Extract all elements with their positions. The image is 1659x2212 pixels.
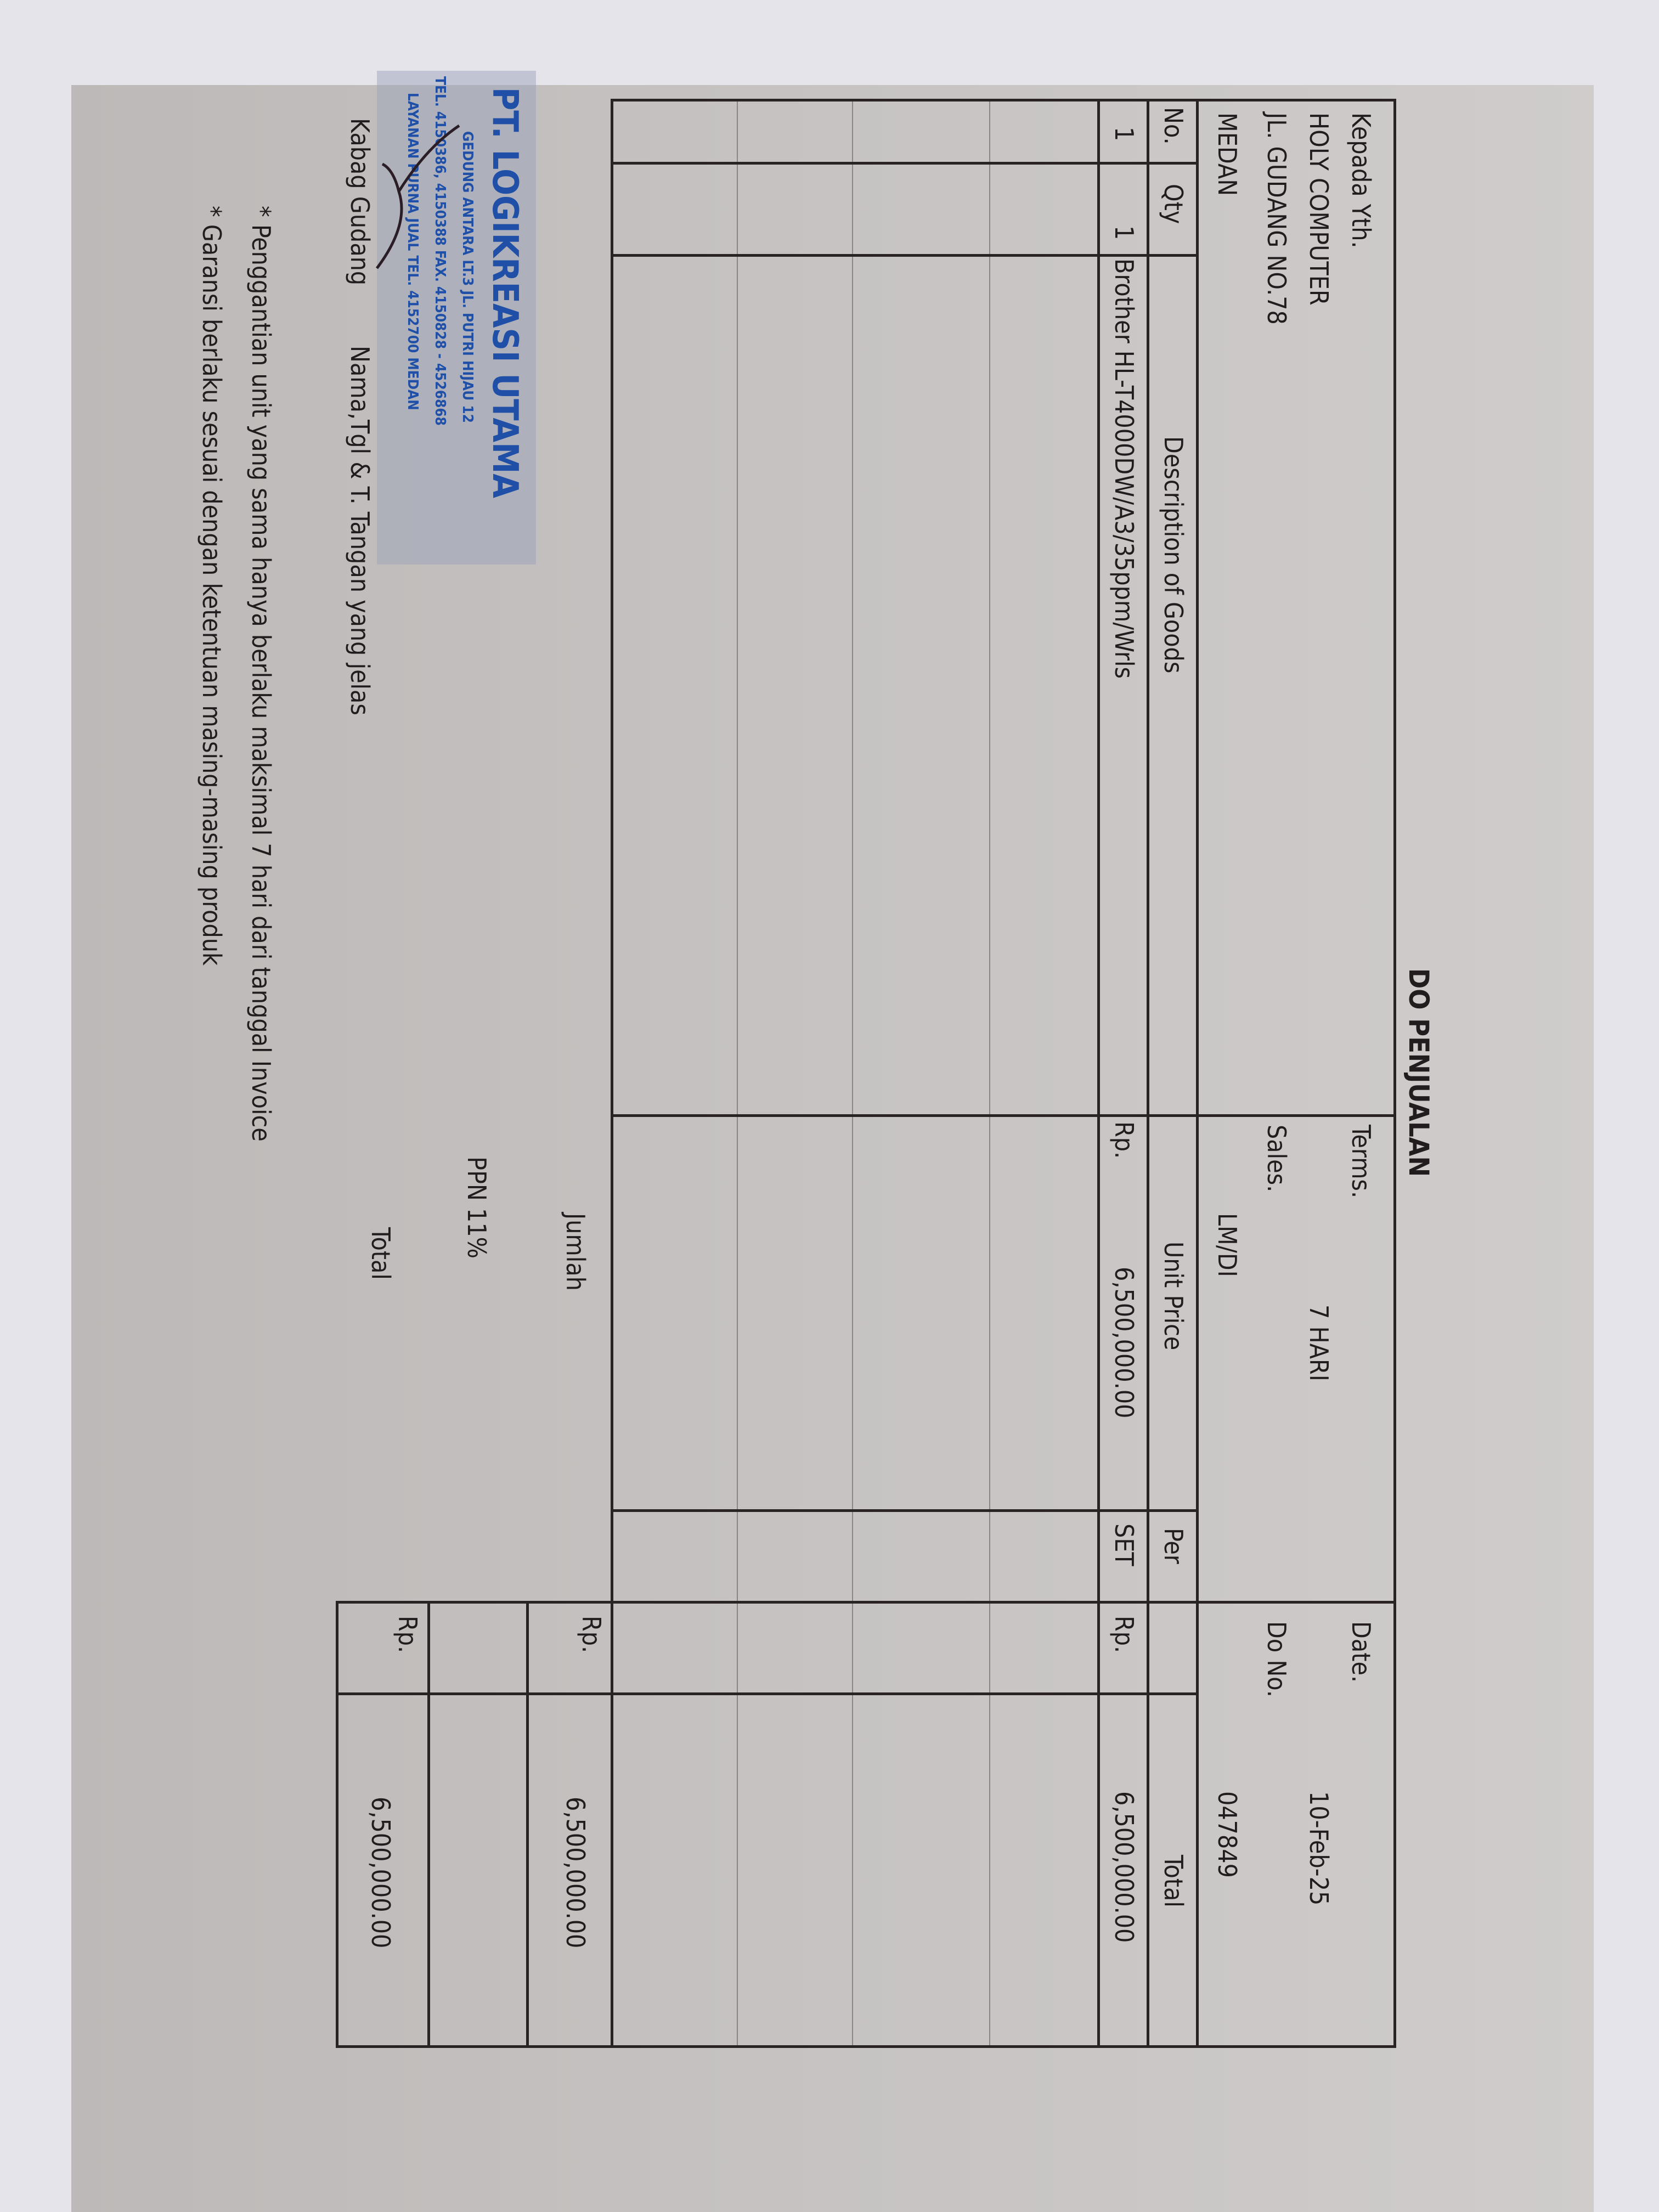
recipient-name: HOLY COMPUTER bbox=[1304, 112, 1334, 306]
table-border bbox=[1393, 99, 1396, 2048]
summary-border bbox=[427, 1601, 430, 2048]
summary-border bbox=[336, 1601, 613, 1604]
column-divider bbox=[611, 1601, 1396, 1604]
company-stamp: PT. LOGIKREASI UTAMA GEDUNG ANTARA LT.3 … bbox=[375, 71, 536, 565]
item-per: SET bbox=[1109, 1523, 1139, 1566]
total-value: 6,500,000.00 bbox=[366, 1797, 396, 1949]
date-value: 10-Feb-25 bbox=[1304, 1791, 1334, 1906]
column-divider bbox=[611, 1114, 1396, 1117]
recipient-address: JL. GUDANG NO.78 bbox=[1262, 112, 1291, 325]
row-line bbox=[737, 99, 738, 2048]
column-divider bbox=[611, 254, 1199, 257]
table-border bbox=[1097, 99, 1100, 2048]
table-border bbox=[611, 99, 613, 2048]
document-title: DO PENJUALAN bbox=[1403, 968, 1435, 1177]
item-unit-price: 6,500,000.00 bbox=[1109, 1267, 1139, 1419]
summary-border bbox=[336, 1601, 338, 2048]
table-border bbox=[1196, 99, 1199, 2048]
sales-value: LM/DI bbox=[1212, 1213, 1242, 1277]
item-total: 6,500,000.00 bbox=[1109, 1791, 1139, 1943]
terms-value: 7 HARI bbox=[1304, 1305, 1334, 1381]
subtotal-currency: Rp. bbox=[577, 1616, 606, 1654]
note-1: * Penggantian unit yang sama hanya berla… bbox=[246, 206, 276, 1142]
summary-border bbox=[526, 1601, 529, 2048]
signature-mark bbox=[375, 124, 460, 269]
date-label: Date. bbox=[1346, 1621, 1376, 1683]
total-label: Total bbox=[366, 1227, 396, 1280]
item-description: Brother HL-T4000DW/A3/35ppm/Wrls bbox=[1109, 258, 1139, 679]
col-header-description: Description of Goods bbox=[1159, 436, 1188, 674]
col-header-qty: Qty bbox=[1159, 184, 1188, 224]
column-divider bbox=[611, 1509, 1199, 1512]
sales-label: Sales. bbox=[1262, 1125, 1291, 1193]
recipient-label: Kepada Yth. bbox=[1346, 112, 1376, 249]
item-price-currency: Rp. bbox=[1109, 1121, 1139, 1159]
total-currency: Rp. bbox=[393, 1616, 422, 1654]
subtotal-value: 6,500,000.00 bbox=[561, 1797, 590, 1949]
do-number-label: Do No. bbox=[1262, 1621, 1291, 1697]
terms-label: Terms. bbox=[1346, 1125, 1376, 1199]
recipient-city: MEDAN bbox=[1212, 112, 1242, 196]
table-border bbox=[611, 99, 1396, 101]
col-header-total: Total bbox=[1159, 1855, 1188, 1908]
table-border bbox=[336, 2045, 1396, 2048]
col-header-no: No. bbox=[1159, 107, 1188, 145]
table-border bbox=[1147, 99, 1149, 2048]
column-divider bbox=[336, 1692, 1199, 1695]
col-header-per: Per bbox=[1159, 1528, 1188, 1564]
column-divider bbox=[611, 162, 1199, 165]
col-header-unit-price: Unit Price bbox=[1159, 1242, 1188, 1351]
item-no: 1 bbox=[1109, 127, 1139, 142]
subtotal-label: Jumlah bbox=[561, 1213, 590, 1291]
stamp-company: PT. LOGIKREASI UTAMA bbox=[484, 87, 525, 498]
signature-role: Kabag Gudang bbox=[345, 118, 375, 286]
row-line bbox=[989, 99, 990, 2048]
delivery-order-document: DO PENJUALAN Kepada Yth. HOLY COMPUTER J… bbox=[71, 71, 1594, 2212]
note-2: * Garansi berlaku sesuai dengan ketentua… bbox=[197, 206, 227, 966]
row-line bbox=[852, 99, 853, 2048]
do-number-value: 047849 bbox=[1212, 1791, 1242, 1878]
item-total-currency: Rp. bbox=[1109, 1616, 1139, 1654]
item-qty: 1 bbox=[1109, 225, 1139, 240]
signature-instruction: Nama,Tgl & T. Tangan yang jelas bbox=[345, 346, 375, 715]
tax-label: PPN 11% bbox=[462, 1156, 492, 1259]
